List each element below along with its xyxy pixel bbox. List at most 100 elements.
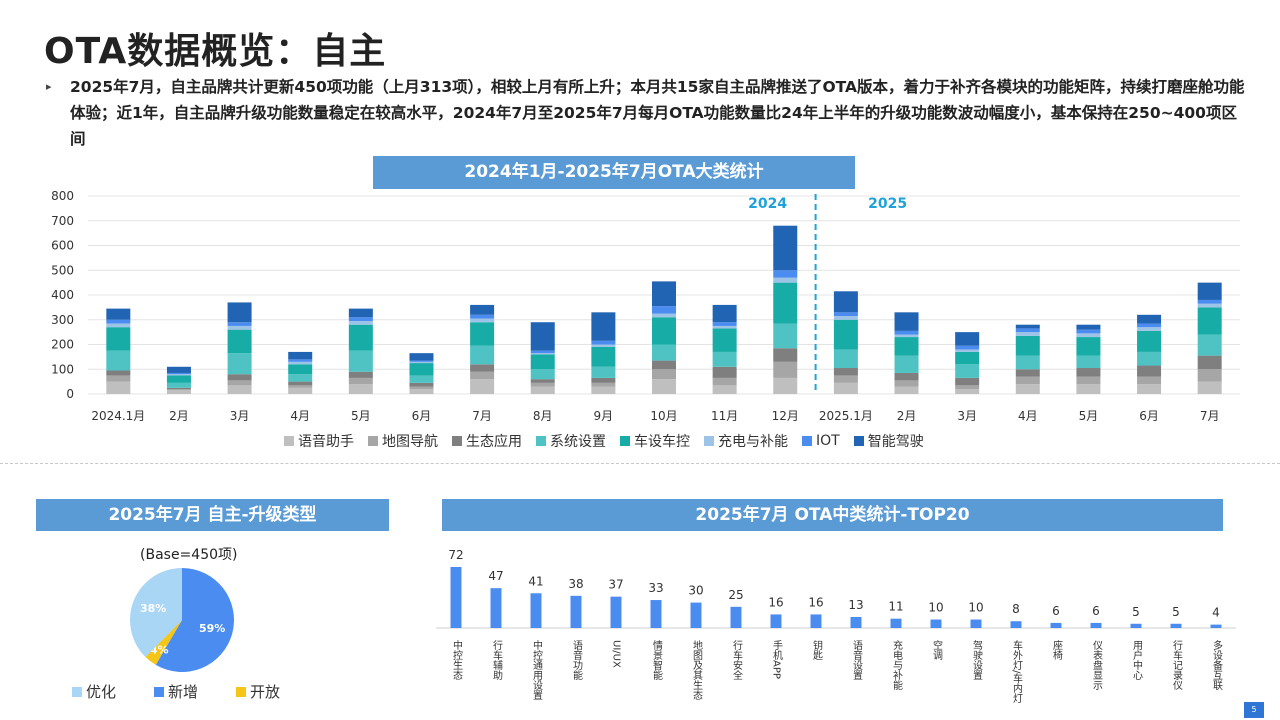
- top20-bar: [1130, 623, 1142, 628]
- bar-segment: [1015, 332, 1040, 336]
- bar-segment: [955, 345, 980, 350]
- bar-segment: [288, 385, 313, 388]
- bar-segment: [106, 327, 131, 351]
- x-tick-label: 2024.1月: [91, 409, 145, 423]
- bar-segment: [712, 385, 737, 394]
- bar-segment: [166, 390, 191, 394]
- legend-swatch: [853, 436, 864, 446]
- bar-segment: [348, 377, 373, 385]
- bar-segment: [106, 323, 131, 328]
- bar-segment: [106, 319, 131, 324]
- bar-segment: [894, 372, 919, 381]
- bar-segment: [227, 374, 252, 381]
- top20-category-label: 行车记录仪: [1171, 639, 1183, 690]
- bar-segment: [166, 372, 191, 375]
- x-tick-label: 5月: [1079, 409, 1099, 423]
- top20-category-label: 语音设置: [851, 640, 863, 680]
- bar-segment: [530, 379, 555, 383]
- bar-segment: [894, 330, 919, 335]
- top20-bar: [1050, 622, 1062, 628]
- bar-segment: [894, 380, 919, 387]
- legend-label: 语音助手: [298, 434, 354, 450]
- legend-swatch: [802, 436, 812, 446]
- legend-label: IOT: [816, 433, 840, 449]
- top20-category-label: 语音功能: [571, 640, 583, 681]
- bar-segment: [1015, 384, 1040, 394]
- top20-bar: [650, 600, 662, 628]
- bar-segment: [652, 306, 676, 314]
- legend-item: 充电与补能: [704, 431, 788, 451]
- x-tick-label: 3月: [230, 409, 250, 423]
- bar-segment: [106, 370, 131, 376]
- bar-segment: [591, 386, 616, 394]
- top20-data-label: 37: [608, 578, 623, 592]
- bar-segment: [1015, 324, 1040, 329]
- bar-segment: [652, 344, 676, 361]
- bar-segment: [470, 304, 495, 315]
- top20-category-label: 钥匙: [811, 639, 823, 660]
- bar-segment: [227, 322, 252, 326]
- bar-segment: [712, 328, 737, 352]
- bar-segment: [106, 350, 131, 371]
- bar-segment: [530, 369, 555, 380]
- pie-chart: 59%4%38%: [129, 568, 234, 672]
- legend-swatch: [284, 436, 294, 446]
- top20-category-label: 车外灯/车内灯: [1011, 639, 1023, 704]
- bar-segment: [1076, 329, 1101, 334]
- top20-bar: [1170, 623, 1182, 628]
- top20-data-label: 6: [1052, 604, 1060, 618]
- bar-segment: [833, 319, 858, 350]
- y-tick-label: 400: [51, 288, 74, 302]
- bar-segment: [470, 379, 495, 394]
- legend-swatch: [704, 436, 714, 446]
- y-tick-label: 600: [51, 239, 74, 253]
- legend-label: 地图导航: [382, 434, 438, 450]
- legend-item: 地图导航: [368, 431, 438, 451]
- top20-category-label: 驾驶设置: [971, 640, 983, 680]
- top20-category-label: 行车安全: [731, 639, 743, 680]
- pie-chart-banner: 2025年7月 自主-升级类型: [36, 499, 389, 531]
- pie-slice-label: 38%: [140, 602, 166, 615]
- bar-segment: [288, 351, 313, 360]
- bar-segment: [773, 270, 798, 278]
- year-label-2025: 2025: [868, 196, 907, 212]
- bar-segment: [409, 386, 434, 390]
- legend-item: 生态应用: [452, 431, 522, 451]
- top20-data-label: 13: [848, 598, 863, 612]
- y-tick-label: 300: [51, 313, 74, 327]
- bar-segment: [227, 353, 252, 375]
- y-tick-label: 700: [51, 214, 74, 228]
- bar-segment: [1197, 369, 1222, 382]
- bar-segment: [833, 291, 858, 313]
- bar-segment: [773, 277, 798, 283]
- pie-chart-legend: 优化 新增 开放: [72, 681, 280, 702]
- legend-label: 优化: [86, 683, 117, 701]
- bar-segment: [894, 334, 919, 338]
- top20-bar: [490, 588, 502, 628]
- top20-category-label: 充电与补能: [891, 639, 903, 691]
- bar-segment: [288, 381, 313, 386]
- bar-segment: [106, 381, 131, 394]
- bar-segment: [591, 346, 616, 367]
- top20-bar: [730, 606, 742, 628]
- top20-category-label: 用户中心: [1131, 640, 1143, 680]
- bar-segment: [591, 340, 616, 345]
- bar-segment: [773, 323, 798, 349]
- bar-segment: [894, 337, 919, 356]
- legend-item: IOT: [802, 433, 840, 449]
- y-tick-label: 500: [51, 263, 74, 277]
- legend-label: 智能驾驶: [867, 434, 924, 450]
- bar-segment: [773, 225, 798, 271]
- bar-segment: [833, 316, 858, 320]
- bar-segment: [955, 364, 980, 378]
- bar-segment: [470, 364, 495, 372]
- legend-swatch: [620, 436, 630, 446]
- pie-base-label: (Base=450项): [140, 547, 238, 563]
- bar-segment: [348, 384, 373, 394]
- bar-segment: [470, 371, 495, 380]
- bar-segment: [227, 380, 252, 386]
- legend-label: 车设车控: [634, 434, 690, 450]
- bar-segment: [712, 325, 737, 329]
- x-tick-label: 4月: [1018, 409, 1038, 423]
- x-tick-label: 2月: [897, 409, 917, 423]
